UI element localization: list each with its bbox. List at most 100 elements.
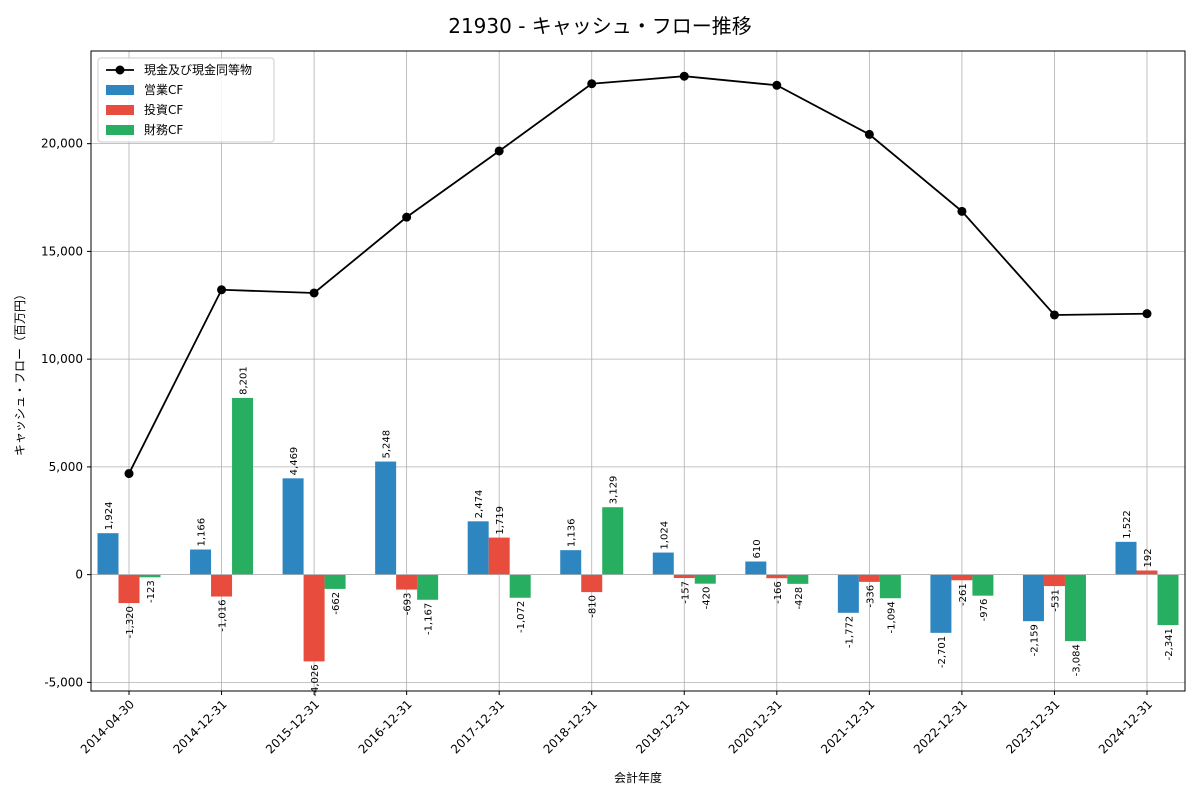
bar-data-label: 2,474 [474, 490, 485, 519]
bar [303, 574, 325, 662]
bar-data-label: 192 [1143, 548, 1154, 567]
bar-data-label: 3,129 [609, 476, 620, 505]
legend-marker-swatch [115, 65, 125, 75]
bar [879, 574, 901, 599]
bar-data-label: -2,341 [1164, 628, 1175, 660]
bar-data-label: -261 [958, 583, 969, 606]
legend-label: 投資CF [144, 102, 183, 117]
bar-data-label: -428 [794, 587, 805, 610]
bar-data-label: -1,094 [886, 601, 897, 633]
bar [837, 574, 859, 613]
bar [509, 574, 531, 598]
bar [118, 574, 140, 604]
cash-point [309, 288, 319, 298]
bar [375, 461, 397, 575]
cash-point [124, 469, 134, 479]
bar-data-label: -531 [1050, 589, 1061, 612]
bar [581, 574, 603, 593]
cash-point [772, 80, 782, 90]
bar [232, 397, 254, 575]
bar [467, 521, 489, 575]
cash-point [957, 206, 967, 216]
bar [396, 574, 418, 590]
bar-data-label: 5,248 [382, 430, 393, 459]
bar-data-label: -693 [403, 593, 414, 616]
bar-data-label: -662 [331, 592, 342, 615]
bar-data-label: 1,719 [495, 506, 506, 535]
bar-data-label: -976 [979, 599, 990, 622]
cash-point [587, 79, 597, 89]
bar [1136, 570, 1158, 575]
bar-data-label: 1,136 [567, 519, 578, 548]
bar-data-label: 1,024 [659, 521, 670, 550]
bar [1022, 574, 1044, 622]
chart-title: 21930 - キャッシュ・フロー推移 [448, 14, 752, 38]
bar-data-label: -166 [773, 581, 784, 604]
bar [1157, 574, 1179, 626]
x-tick-label: 2023-12-31 [1003, 697, 1062, 756]
x-tick-label: 2019-12-31 [633, 697, 692, 756]
bar [1064, 574, 1086, 642]
bar [930, 574, 952, 633]
x-tick-label: 2020-12-31 [726, 697, 785, 756]
bar [1115, 541, 1137, 575]
bar-data-label: 1,166 [197, 518, 208, 547]
bar [858, 574, 880, 582]
bar [97, 533, 119, 575]
legend-box [97, 57, 275, 143]
bar-data-label: -810 [588, 595, 599, 618]
bar-data-label: 1,924 [104, 502, 115, 531]
bar-data-label: -1,320 [125, 606, 136, 638]
bar [673, 574, 695, 579]
cash-line [128, 75, 1148, 474]
bar [560, 550, 582, 575]
bar-data-label: 8,201 [239, 366, 250, 395]
bar [787, 574, 809, 584]
bar-data-label: -157 [680, 581, 691, 604]
x-tick-label: 2018-12-31 [541, 697, 600, 756]
y-tick-label: 20,000 [41, 137, 83, 151]
bar [972, 574, 994, 596]
y-tick-label: 10,000 [41, 352, 83, 366]
bar-data-label: -1,072 [516, 601, 527, 633]
bar-data-label: -1,016 [218, 600, 229, 632]
bar-data-label: -1,167 [424, 603, 435, 635]
x-tick-label: 2015-12-31 [263, 697, 322, 756]
x-tick-label: 2024-12-31 [1096, 697, 1155, 756]
bar [766, 574, 788, 579]
bar-data-label: -3,084 [1071, 644, 1082, 676]
bar-data-label: -123 [146, 580, 157, 603]
bar-data-label: -1,772 [844, 616, 855, 648]
bar-data-label: -4,026 [310, 664, 321, 696]
bar-data-label: -420 [701, 587, 712, 610]
bar [488, 537, 510, 575]
x-tick-label: 2017-12-31 [448, 697, 507, 756]
bar-data-label: 1,522 [1122, 510, 1133, 539]
bar-data-label: -2,701 [937, 636, 948, 668]
legend-label: 財務CF [144, 122, 183, 137]
cash-point [217, 285, 227, 295]
y-axis-label: キャッシュ・フロー（百万円） [13, 288, 27, 456]
bar [139, 574, 161, 578]
legend-bar-swatch [106, 125, 134, 135]
bar-data-label: 4,469 [289, 447, 300, 476]
x-tick-label: 2014-12-31 [170, 697, 229, 756]
bar [324, 574, 346, 589]
bar-data-label: -2,159 [1029, 624, 1040, 656]
y-tick-label: 5,000 [49, 460, 83, 474]
x-axis-label: 会計年度 [614, 770, 662, 785]
y-tick-label: -5,000 [44, 675, 83, 689]
cash-point [679, 71, 689, 81]
y-tick-label: 15,000 [41, 244, 83, 258]
bar [652, 552, 674, 575]
y-tick-label: 0 [75, 568, 83, 582]
legend-bar-swatch [106, 85, 134, 95]
cash-point [864, 129, 874, 139]
x-tick-label: 2016-12-31 [356, 697, 415, 756]
bar [745, 561, 767, 575]
legend-bar-swatch [106, 105, 134, 115]
x-tick-label: 2022-12-31 [911, 697, 970, 756]
x-tick-label: 2014-04-30 [78, 697, 137, 756]
